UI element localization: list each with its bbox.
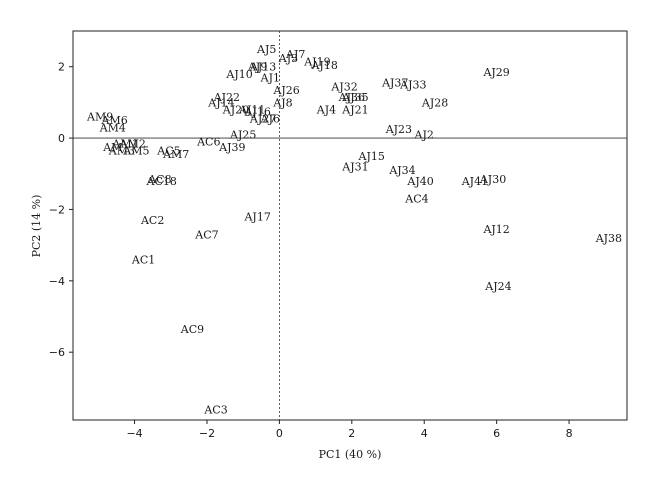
point-label-aj4: AJ4 (316, 104, 336, 117)
y-tick-label: 0 (58, 132, 65, 145)
point-label-aj10: AJ10 (225, 68, 252, 81)
point-label-aj7: AJ7 (285, 48, 305, 61)
plot-frame (72, 30, 628, 421)
x-tick-label: −2 (199, 427, 215, 440)
x-tick-label: 4 (421, 427, 428, 440)
point-label-aj34: AJ34 (388, 164, 415, 177)
point-label-ac9: AC9 (180, 323, 204, 336)
point-label-ac7: AC7 (194, 228, 218, 241)
point-label-aj23: AJ23 (385, 123, 412, 136)
point-label-aj35: AJ35 (341, 91, 368, 104)
point-label-aj18: AJ18 (310, 59, 337, 72)
x-tick-label: 6 (493, 427, 500, 440)
point-label-aj1: AJ1 (260, 71, 280, 84)
y-tick-label: −2 (49, 203, 65, 216)
point-label-aj26: AJ26 (272, 84, 299, 97)
y-tick-label: −6 (49, 346, 65, 359)
point-label-aj39: AJ39 (218, 141, 245, 154)
point-label-aj25: AJ25 (229, 128, 256, 141)
point-label-aj8: AJ8 (272, 96, 292, 109)
point-label-aj14: AJ14 (207, 96, 234, 109)
point-label-aj37: AJ37 (381, 77, 408, 90)
point-label-ac18: AC18 (146, 175, 177, 188)
point-label-aj21: AJ21 (341, 104, 368, 117)
point-label-ac5: AC5 (156, 145, 180, 158)
point-label-aj13: AJ13 (249, 61, 276, 74)
point-label-ac6: AC6 (196, 136, 220, 149)
point-label-am3: AM3 (108, 145, 135, 158)
point-label-aj6: AJ6 (260, 112, 280, 125)
point-label-aj27: AJ27 (249, 112, 276, 125)
point-label-ac2: AC2 (140, 214, 164, 227)
point-label-aj32: AJ32 (330, 80, 357, 93)
y-tick-label: −4 (49, 275, 65, 288)
y-tick-label: 2 (58, 61, 65, 74)
point-label-ac1: AC1 (131, 253, 155, 266)
point-label-aj33: AJ33 (399, 79, 426, 92)
y-axis-ticks: −6 −4 −2 0 2 (49, 61, 73, 359)
point-label-aj12: AJ12 (482, 223, 509, 236)
point-label-am6: AM6 (101, 114, 128, 127)
point-label-am1: AM1 (111, 137, 138, 150)
point-label-am7: AM7 (162, 148, 189, 161)
point-label-ac4: AC4 (404, 193, 428, 206)
point-label-aj38: AJ38 (595, 232, 622, 245)
x-tick-label: 2 (348, 427, 355, 440)
point-label-aj36: AJ36 (338, 91, 365, 104)
point-label-aj9: AJ9 (247, 61, 267, 74)
point-label-aj28: AJ28 (421, 96, 448, 109)
y-axis-title: PC2 (14 %) (30, 195, 43, 258)
point-label-ac3: AC3 (203, 403, 227, 416)
point-label-am9: AM9 (86, 111, 113, 124)
point-label-aj20: AJ20 (222, 104, 249, 117)
point-label-aj29: AJ29 (482, 66, 509, 79)
point-label-aj2: AJ2 (414, 128, 434, 141)
point-label-aj3: AJ3 (278, 52, 298, 65)
point-label-aj11: AJ11 (238, 104, 265, 117)
point-label-am: AM (102, 141, 122, 154)
point-label-am4: AM4 (99, 121, 126, 134)
point-label-aj40: AJ40 (406, 175, 433, 188)
point-label-aj31: AJ31 (341, 161, 368, 174)
point-label-ac8: AC8 (147, 173, 171, 186)
point-label-aj30: AJ30 (479, 173, 506, 186)
point-label-aj22: AJ22 (213, 91, 240, 104)
x-axis-ticks: −4 −2 0 2 4 6 8 (126, 420, 573, 440)
point-label-aj15: AJ15 (358, 150, 385, 163)
point-label-aj5: AJ5 (256, 43, 276, 56)
x-tick-label: 8 (566, 427, 573, 440)
point-label-aj24: AJ24 (484, 280, 511, 293)
x-tick-label: 0 (276, 427, 283, 440)
point-label-aj17: AJ17 (243, 211, 270, 224)
x-axis-title: PC1 (40 %) (319, 448, 382, 461)
point-label-aj41: AJ41 (461, 175, 488, 188)
point-label-am2: AM2 (119, 137, 146, 150)
point-label-aj16: AJ16 (243, 105, 270, 118)
point-label-am5: AM5 (122, 145, 149, 158)
point-label-aj19: AJ19 (303, 55, 330, 68)
x-tick-label: −4 (126, 427, 142, 440)
